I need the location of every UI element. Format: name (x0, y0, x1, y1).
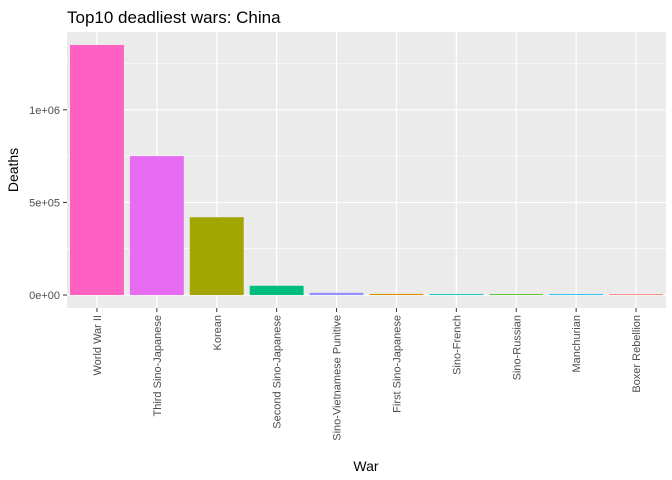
x-axis-title: War (353, 458, 378, 474)
bar (369, 293, 424, 296)
bar (249, 285, 304, 296)
y-axis-title: Deaths (5, 148, 21, 192)
x-tick-label: Sino-Russian (511, 315, 523, 380)
y-tick-label: 0e+00 (29, 290, 60, 302)
major-gridlines (67, 32, 666, 308)
bar (429, 294, 484, 296)
bar (609, 294, 664, 296)
bar (489, 294, 544, 296)
bar (189, 217, 244, 296)
x-tick-label: Sino-Vietnamese Punitive (332, 315, 344, 441)
x-tick-label: Third Sino-Japanese (152, 315, 164, 417)
chart-title: Top10 deadliest wars: China (67, 8, 281, 27)
x-tick-label: Second Sino-Japanese (272, 315, 284, 429)
bars (69, 44, 664, 296)
x-tick-label: First Sino-Japanese (391, 315, 403, 413)
bar (309, 292, 364, 296)
bar (129, 156, 184, 296)
x-axis: World War II Third Sino-Japanese Korean Sec… (92, 308, 643, 441)
y-tick-label: 5e+05 (29, 197, 60, 209)
bar (549, 294, 604, 296)
y-axis: 0e+00 5e+05 1e+06 (29, 105, 67, 302)
y-tick-label: 1e+06 (29, 105, 60, 117)
x-tick-label: Sino-French (451, 315, 463, 375)
x-tick-label: Boxer Rebellion (631, 315, 643, 393)
x-tick-label: Manchurian (571, 315, 583, 372)
x-tick-label: World War II (92, 315, 104, 376)
bar (69, 44, 124, 296)
x-tick-label: Korean (212, 315, 224, 350)
